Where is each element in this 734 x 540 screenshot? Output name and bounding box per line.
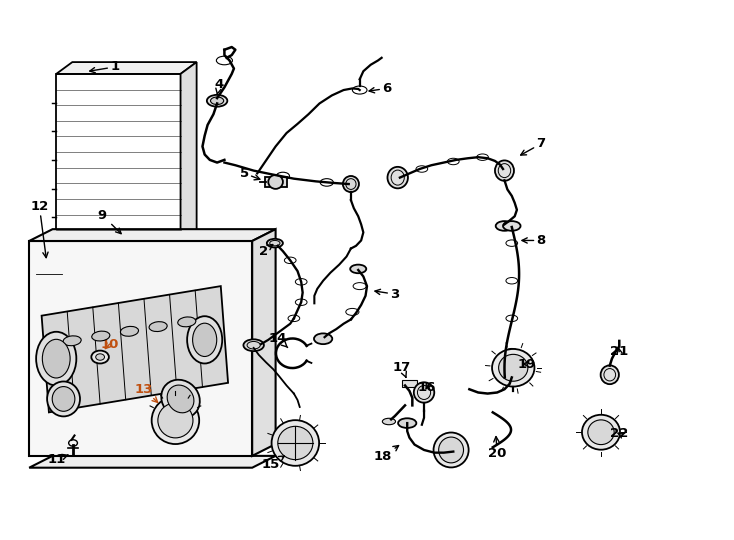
Text: 12: 12 xyxy=(30,200,48,258)
Text: 3: 3 xyxy=(375,288,399,301)
Ellipse shape xyxy=(36,332,76,386)
Ellipse shape xyxy=(244,339,264,351)
Text: 13: 13 xyxy=(135,383,158,402)
Text: 6: 6 xyxy=(369,82,391,95)
Text: 11: 11 xyxy=(47,453,68,465)
Ellipse shape xyxy=(43,339,70,378)
Polygon shape xyxy=(29,229,275,241)
Text: 17: 17 xyxy=(393,361,411,377)
Ellipse shape xyxy=(277,427,313,460)
Ellipse shape xyxy=(588,420,614,444)
Ellipse shape xyxy=(52,387,75,411)
Ellipse shape xyxy=(161,380,200,418)
Polygon shape xyxy=(42,286,228,413)
Ellipse shape xyxy=(152,397,199,444)
Text: 20: 20 xyxy=(488,436,506,460)
Ellipse shape xyxy=(498,354,528,381)
Ellipse shape xyxy=(158,403,193,438)
Ellipse shape xyxy=(398,418,416,428)
Text: 5: 5 xyxy=(239,167,260,180)
Ellipse shape xyxy=(600,366,619,384)
Ellipse shape xyxy=(120,326,139,336)
Ellipse shape xyxy=(388,167,408,188)
Polygon shape xyxy=(181,62,197,246)
Ellipse shape xyxy=(414,382,435,403)
Ellipse shape xyxy=(187,316,222,363)
Ellipse shape xyxy=(495,160,514,181)
Ellipse shape xyxy=(207,95,228,107)
Ellipse shape xyxy=(343,176,359,192)
Text: 2: 2 xyxy=(258,245,273,258)
Ellipse shape xyxy=(269,175,283,189)
Text: 7: 7 xyxy=(520,137,545,155)
Ellipse shape xyxy=(272,420,319,466)
Circle shape xyxy=(95,354,104,360)
Ellipse shape xyxy=(434,433,468,468)
Ellipse shape xyxy=(314,333,333,344)
Text: 4: 4 xyxy=(214,78,224,94)
Ellipse shape xyxy=(211,97,224,105)
Ellipse shape xyxy=(92,331,110,341)
Ellipse shape xyxy=(439,437,464,463)
Text: 9: 9 xyxy=(98,208,121,234)
Text: 22: 22 xyxy=(610,427,628,440)
Text: 21: 21 xyxy=(610,345,628,358)
Ellipse shape xyxy=(503,221,520,231)
Ellipse shape xyxy=(267,239,283,247)
Ellipse shape xyxy=(178,317,196,327)
Ellipse shape xyxy=(167,385,194,413)
Ellipse shape xyxy=(495,221,513,231)
Text: 18: 18 xyxy=(374,446,399,463)
Bar xyxy=(29,241,252,456)
Ellipse shape xyxy=(47,381,80,416)
Ellipse shape xyxy=(149,322,167,332)
Polygon shape xyxy=(252,229,275,456)
Bar xyxy=(402,380,417,387)
Bar xyxy=(265,177,286,187)
Ellipse shape xyxy=(192,323,217,356)
Ellipse shape xyxy=(350,265,366,273)
Text: 15: 15 xyxy=(261,456,284,471)
Text: 19: 19 xyxy=(517,357,536,370)
Text: 1: 1 xyxy=(90,60,120,73)
Text: 8: 8 xyxy=(522,234,545,247)
Polygon shape xyxy=(57,62,197,74)
Ellipse shape xyxy=(382,418,396,425)
Circle shape xyxy=(91,350,109,363)
Text: 14: 14 xyxy=(269,332,288,348)
Ellipse shape xyxy=(63,336,81,346)
Bar xyxy=(57,74,181,246)
Text: 10: 10 xyxy=(101,338,119,350)
Text: 16: 16 xyxy=(418,381,436,394)
Polygon shape xyxy=(29,456,275,468)
Ellipse shape xyxy=(492,349,534,387)
Ellipse shape xyxy=(582,415,620,450)
